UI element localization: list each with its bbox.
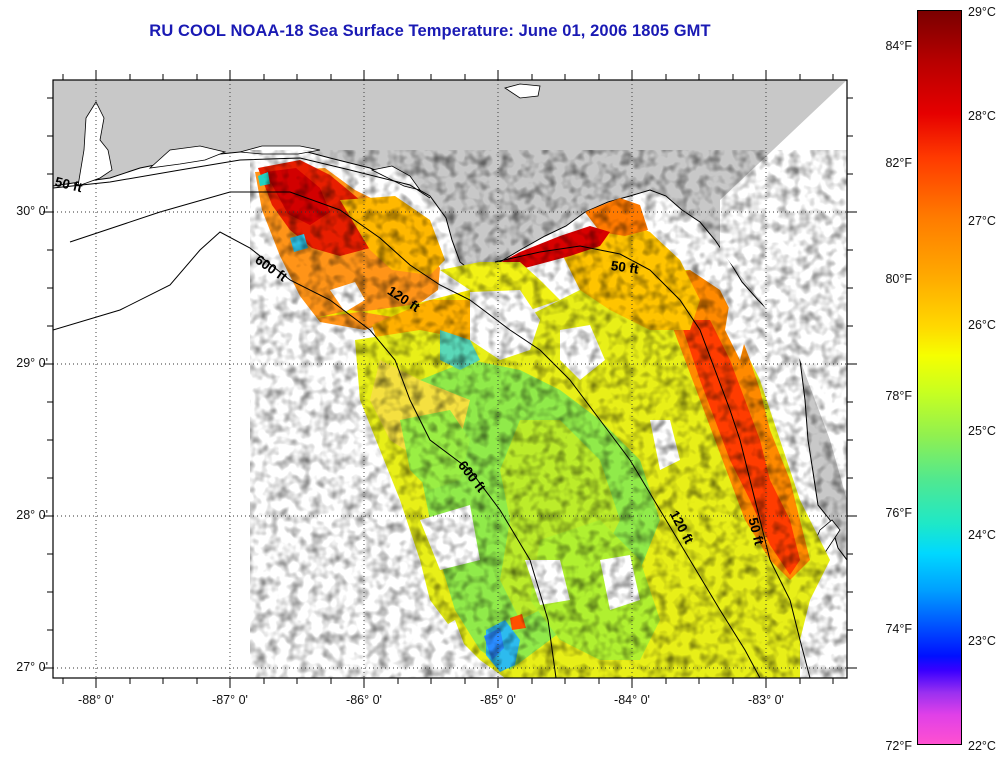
- colorbar-c-22: 22°C: [968, 739, 996, 753]
- colorbar-c-23: 23°C: [968, 634, 996, 648]
- isobath-50ft-west: [53, 157, 431, 199]
- colorbar-c-29: 29°C: [968, 5, 996, 19]
- colorbar-c-25: 25°C: [968, 424, 996, 438]
- color-scale-bar: [917, 10, 962, 745]
- mobile-bay: [77, 101, 113, 187]
- data-speckle-texture: [250, 150, 847, 678]
- lon-label-87: -87° 0': [212, 693, 248, 707]
- gridlines: [53, 80, 847, 678]
- colorbar-f-74: 74°F: [885, 622, 912, 636]
- plot-frame: [52, 79, 848, 679]
- lon-label-88: -88° 0': [78, 693, 114, 707]
- isobath-600ft: [53, 231, 557, 678]
- colorbar-f-84: 84°F: [885, 39, 912, 53]
- pensacola-bay: [148, 145, 227, 169]
- colorbar-c-28: 28°C: [968, 109, 996, 123]
- colorbar-c-26: 26°C: [968, 318, 996, 332]
- lat-label-28: 28° 0': [16, 508, 48, 522]
- isobath-50ft-east: [494, 245, 811, 678]
- colorbar-f-78: 78°F: [885, 389, 912, 403]
- colorbar-c-27: 27°C: [968, 214, 996, 228]
- lon-label-86: -86° 0': [346, 693, 382, 707]
- apalachee-lake: [504, 83, 541, 99]
- lon-label-84: -84° 0': [614, 693, 650, 707]
- lat-label-29: 29° 0': [16, 356, 48, 370]
- colorbar-f-82: 82°F: [885, 156, 912, 170]
- lat-label-30: 30° 0': [16, 204, 48, 218]
- colorbar-f-80: 80°F: [885, 272, 912, 286]
- lon-label-83: -83° 0': [748, 693, 784, 707]
- colorbar-c-24: 24°C: [968, 528, 996, 542]
- lat-label-27: 27° 0': [16, 660, 48, 674]
- colorbar-f-72: 72°F: [885, 739, 912, 753]
- isobath-120ft: [69, 191, 761, 678]
- tick-marks: [43, 70, 857, 688]
- isobaths: [53, 157, 811, 678]
- colorbar-f-76: 76°F: [885, 506, 912, 520]
- map-title: RU COOL NOAA-18 Sea Surface Temperature:…: [149, 22, 711, 40]
- lon-label-85: -85° 0': [480, 693, 516, 707]
